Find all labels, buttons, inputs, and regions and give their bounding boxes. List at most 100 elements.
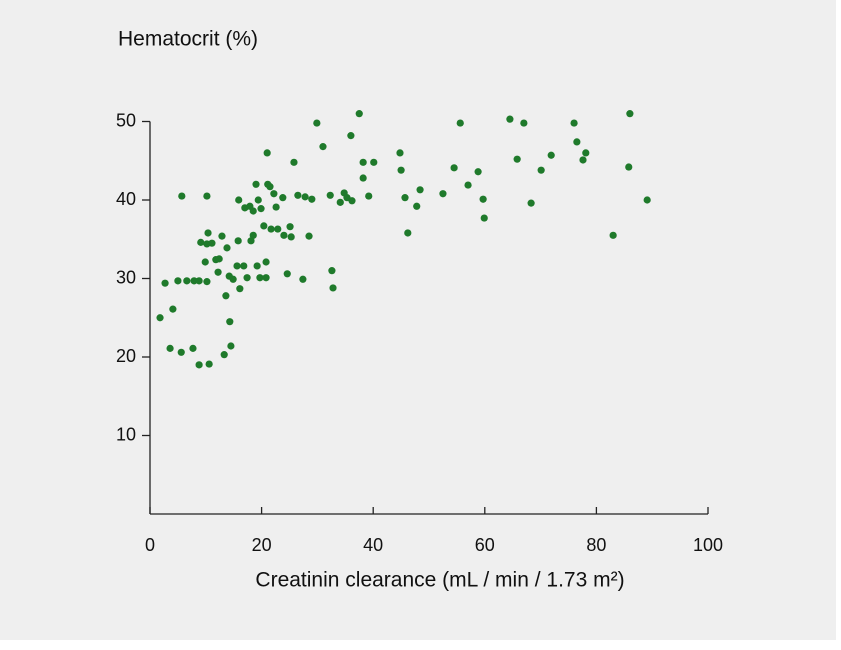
point	[233, 262, 241, 270]
point	[643, 196, 651, 204]
point	[270, 190, 278, 198]
point	[195, 277, 203, 285]
point	[249, 207, 257, 215]
point	[156, 314, 164, 322]
y-tick-label: 10	[116, 424, 136, 444]
point	[223, 244, 231, 252]
point	[262, 274, 270, 282]
point	[205, 360, 213, 368]
point	[319, 143, 327, 151]
point	[450, 164, 458, 172]
point	[249, 231, 257, 239]
point	[396, 149, 404, 157]
point	[626, 110, 634, 118]
point	[370, 158, 378, 166]
point	[218, 232, 226, 240]
point	[235, 196, 243, 204]
point	[474, 168, 482, 176]
point	[234, 237, 242, 245]
point	[328, 267, 336, 275]
point	[204, 229, 212, 237]
point	[257, 205, 265, 213]
point	[326, 191, 334, 199]
point	[313, 119, 321, 127]
point	[177, 348, 185, 356]
point	[262, 258, 270, 266]
point	[439, 190, 447, 198]
point	[203, 192, 211, 200]
point	[214, 268, 222, 276]
y-tick-label: 30	[116, 267, 136, 287]
point	[290, 158, 298, 166]
point	[301, 193, 309, 201]
point	[256, 274, 264, 282]
x-tick-label: 60	[475, 535, 495, 555]
point	[573, 138, 581, 146]
point	[308, 195, 316, 203]
point	[401, 194, 409, 202]
y-tick-label: 20	[116, 346, 136, 366]
point	[222, 292, 230, 300]
x-tick-label: 0	[145, 535, 155, 555]
point	[404, 229, 412, 237]
point	[348, 197, 356, 205]
point	[413, 202, 421, 210]
point	[480, 214, 488, 222]
x-tick-label: 100	[693, 535, 723, 555]
x-tick-label: 20	[252, 535, 272, 555]
x-axis-label: Creatinin clearance (mL / min / 1.73 m²)	[255, 569, 624, 592]
point	[183, 277, 191, 285]
point	[178, 192, 186, 200]
point	[513, 155, 521, 163]
point	[283, 270, 291, 278]
point	[220, 351, 228, 359]
point	[329, 284, 337, 292]
point	[227, 342, 235, 350]
point	[464, 181, 472, 189]
point	[479, 195, 487, 203]
point	[203, 278, 211, 286]
point	[252, 180, 260, 188]
point	[537, 166, 545, 174]
point	[267, 225, 275, 233]
point	[294, 191, 302, 199]
point	[570, 119, 578, 127]
point	[280, 231, 288, 239]
x-tick-label: 80	[586, 535, 606, 555]
point	[260, 222, 268, 230]
point	[416, 186, 424, 194]
point	[305, 232, 313, 240]
point	[355, 110, 363, 118]
point	[274, 225, 282, 233]
point	[240, 262, 248, 270]
point	[161, 279, 169, 287]
point	[226, 318, 234, 326]
point	[579, 156, 587, 164]
y-tick-label: 50	[116, 110, 136, 130]
point	[582, 149, 590, 157]
point	[174, 277, 182, 285]
point	[365, 192, 373, 200]
point	[266, 183, 274, 191]
point	[506, 115, 514, 123]
point	[195, 361, 203, 369]
point	[347, 132, 355, 140]
point	[279, 194, 287, 202]
point	[166, 344, 174, 352]
point	[299, 275, 307, 283]
point	[359, 174, 367, 182]
point	[287, 233, 295, 241]
point	[243, 274, 251, 282]
point	[190, 277, 198, 285]
point	[169, 305, 177, 313]
point	[609, 231, 617, 239]
point	[527, 199, 535, 207]
background	[0, 0, 836, 640]
point	[197, 238, 205, 246]
point	[286, 223, 294, 231]
point	[359, 158, 367, 166]
point	[456, 119, 464, 127]
point	[547, 151, 555, 159]
point	[263, 149, 271, 157]
